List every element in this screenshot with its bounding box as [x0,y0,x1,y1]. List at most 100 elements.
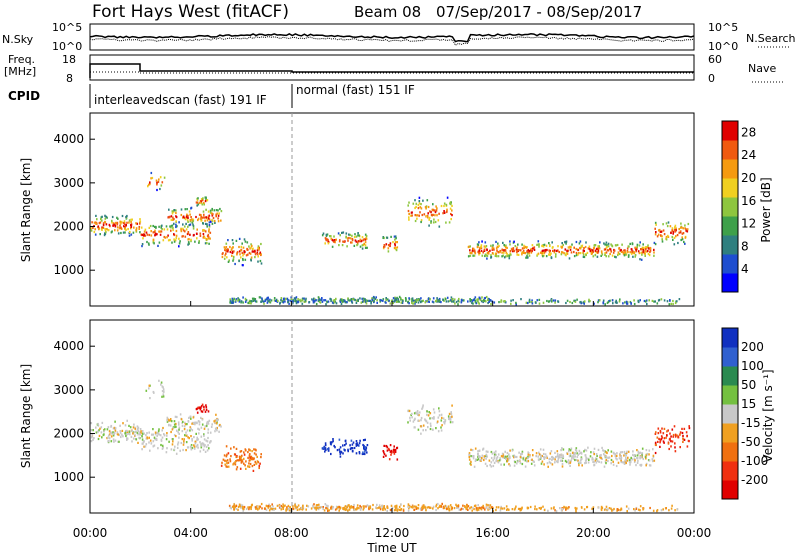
velocity-cell [407,509,410,512]
velocity-cell [483,455,486,458]
power-cell [358,234,360,237]
velocity-cell [234,453,237,456]
power-cell [509,250,512,253]
power-cell [624,249,626,252]
power-cell [250,246,252,249]
power-cell [260,253,262,256]
velocity-cell [91,433,93,436]
power-cell [411,214,413,217]
velocity-cell [93,437,95,440]
velocity-cell [635,507,638,510]
velocity-cell [288,509,291,512]
power-cell [154,229,156,232]
power-cell [523,246,525,249]
power-cell [331,238,334,241]
velocity-cell [586,506,588,509]
power-cell [438,225,441,228]
power-cell [582,253,585,256]
velocity-cell [506,457,509,461]
power-cell [229,250,232,254]
power-cell [165,225,168,228]
velocity-cell [543,463,545,466]
velocity-cell [278,506,281,509]
velocity-cell [324,503,327,506]
power-cell [457,299,459,302]
velocity-cell [335,505,338,508]
velocity-cell [540,462,543,465]
power-cell [122,231,125,234]
velocity-cell [626,450,628,453]
power-cell [364,299,367,302]
power-cell [139,220,142,223]
velocity-cell [529,505,532,509]
power-cell [615,256,617,259]
velocity-cell [655,443,657,447]
velocity-cell [597,448,600,451]
power-cell [672,238,674,241]
power-cell [420,219,423,222]
velocity-cell [162,393,165,396]
power-cell [593,246,595,249]
power-cell [668,303,671,306]
power-cell [663,233,666,236]
power-y-tick-label: 1000 [53,263,84,277]
power-cell [186,213,188,216]
velocity-cell [500,455,503,458]
velocity-cell [241,460,244,463]
velocity-cell [548,458,551,461]
power-cell [524,252,526,255]
power-cell [617,253,619,257]
velocity-cell [533,460,535,463]
velocity-cell [679,431,682,434]
power-cell [497,255,500,258]
velocity-cell [592,451,595,454]
velocity-cell [260,502,263,506]
power-cell [586,251,589,254]
power-cell [483,245,486,248]
velocity-cell [162,388,165,391]
power-cell [281,300,283,303]
velocity-cell [391,506,394,509]
velocity-cell [449,416,451,419]
power-cell [139,218,141,221]
power-cell [187,241,190,244]
power-cell [92,226,94,229]
power-cell [240,249,242,252]
power-cell [684,236,687,239]
power-cell [393,235,396,238]
power-cell [294,298,297,301]
power-cell [181,235,183,238]
velocity-cell [685,431,688,434]
power-cell [190,240,192,243]
velocity-cell [189,445,192,448]
velocity-colorbar-swatch [722,404,738,424]
power-cell [170,226,172,229]
velocity-cell [538,507,541,510]
x-tick-label: 20:00 [576,526,611,540]
power-cell [407,209,410,213]
velocity-cell [90,429,93,432]
power-cell [472,247,475,250]
velocity-cell [236,466,239,469]
velocity-cell [229,460,232,463]
velocity-cell [344,449,346,452]
power-cell [171,241,173,244]
velocity-cell [610,450,613,453]
power-cell [227,239,229,242]
power-cell [197,203,200,206]
velocity-cell [466,506,469,509]
power-cell [494,254,497,257]
power-cell [338,244,340,247]
power-cell [303,297,305,300]
nave-series [90,71,694,74]
power-cell [448,221,451,224]
power-cell [230,248,233,251]
velocity-cell [488,507,490,510]
velocity-cell [616,458,618,461]
power-colorbar-swatch [722,178,738,198]
cpid-mode-2: normal (fast) 151 IF [296,83,415,97]
power-cell [450,212,452,216]
velocity-cell [588,458,590,461]
power-cell [191,221,193,224]
velocity-cell [185,434,188,437]
